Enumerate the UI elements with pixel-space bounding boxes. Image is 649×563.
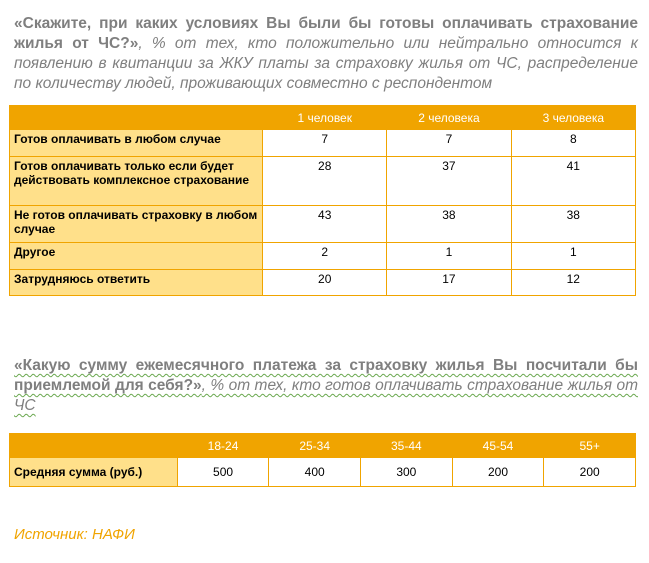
cell-value: 37 xyxy=(386,156,512,206)
header-col-2: 2 человека xyxy=(386,105,512,130)
cell-value: 200 xyxy=(543,457,636,487)
cell-value: 2 xyxy=(262,242,388,270)
table-row: Затрудняюсь ответить 20 17 12 xyxy=(8,269,637,296)
header-empty xyxy=(9,433,178,458)
cell-value: 38 xyxy=(510,205,637,243)
cell-value: 8 xyxy=(510,129,637,157)
row-label: Средняя сумма (руб.) xyxy=(9,457,178,487)
cell-value: 1 xyxy=(510,242,637,270)
cell-value: 38 xyxy=(386,205,512,243)
cell-value: 20 xyxy=(262,269,388,296)
table-row: Другое 2 1 1 xyxy=(8,242,637,270)
cell-value: 17 xyxy=(386,269,512,296)
question-1-subtitle: , % от тех, кто положительно или нейтрал… xyxy=(14,35,638,92)
table-header-row: 18-24 25-34 35-44 45-54 55+ xyxy=(9,433,636,458)
question-2-title: «Какую сумму ежемесячного платежа за стр… xyxy=(14,357,638,394)
header-col-3: 3 человека xyxy=(510,105,637,130)
row-label: Готов оплачивать в любом случае xyxy=(8,129,264,157)
row-label: Затрудняюсь ответить xyxy=(8,269,264,296)
header-col-1: 1 человек xyxy=(262,105,388,130)
table-row: Средняя сумма (руб.) 500 400 300 200 200 xyxy=(9,457,636,487)
cell-value: 400 xyxy=(268,457,362,487)
cell-value: 1 xyxy=(386,242,512,270)
header-age-45-54: 45-54 xyxy=(451,433,545,458)
cell-value: 7 xyxy=(262,129,388,157)
cell-value: 28 xyxy=(262,156,388,206)
table-payment-amount: 18-24 25-34 35-44 45-54 55+ Средняя сумм… xyxy=(9,433,636,487)
question-2: «Какую сумму ежемесячного платежа за стр… xyxy=(14,356,638,416)
table-conditions: 1 человек 2 человека 3 человека Готов оп… xyxy=(8,105,637,296)
question-1: «Скажите, при каких условиях Вы были бы … xyxy=(14,14,638,94)
cell-value: 43 xyxy=(262,205,388,243)
header-age-18-24: 18-24 xyxy=(176,433,270,458)
cell-value: 12 xyxy=(510,269,637,296)
row-label: Не готов оплачивать страховку в любом сл… xyxy=(8,205,264,243)
row-label: Другое xyxy=(8,242,264,270)
cell-value: 200 xyxy=(451,457,545,487)
source-note: Источник: НАФИ xyxy=(14,526,135,543)
question-2-subtitle: , % от тех, кто готов оплачивать страхов… xyxy=(14,377,638,414)
header-age-35-44: 35-44 xyxy=(360,433,453,458)
header-age-55-plus: 55+ xyxy=(543,433,636,458)
header-age-25-34: 25-34 xyxy=(268,433,362,458)
table-row: Не готов оплачивать страховку в любом сл… xyxy=(8,205,637,243)
cell-value: 500 xyxy=(176,457,270,487)
cell-value: 300 xyxy=(360,457,453,487)
question-1-title: «Скажите, при каких условиях Вы были бы … xyxy=(14,15,638,52)
row-label: Готов оплачивать только если будет дейст… xyxy=(8,156,264,206)
cell-value: 41 xyxy=(510,156,637,206)
table-row: Готов оплачивать в любом случае 7 7 8 xyxy=(8,129,637,157)
table-row: Готов оплачивать только если будет дейст… xyxy=(8,156,637,206)
table-header-row: 1 человек 2 человека 3 человека xyxy=(8,105,637,130)
cell-value: 7 xyxy=(386,129,512,157)
header-empty xyxy=(8,105,264,130)
